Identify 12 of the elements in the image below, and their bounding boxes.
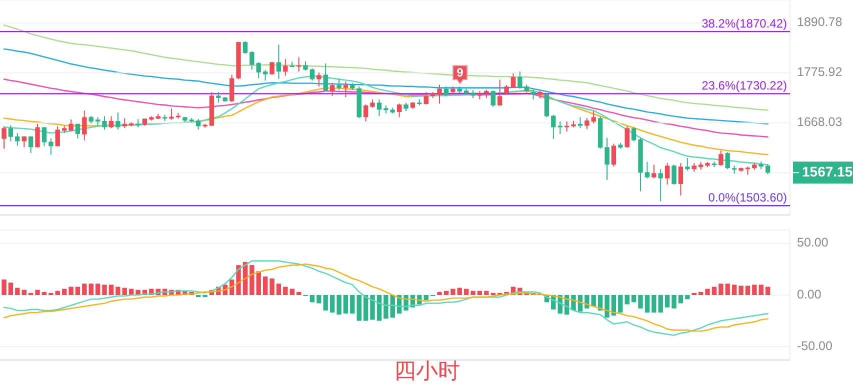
y-tick-label: 0.00 <box>797 287 822 302</box>
ref-line-label: 38.2%(1870.42) <box>702 16 787 31</box>
text: 四小时 <box>394 358 460 383</box>
y-tick-label: -50.00 <box>797 338 832 353</box>
y-tick-label: 1775.92 <box>797 65 842 80</box>
ref-line-label: 23.6%(1730.22) <box>702 78 787 93</box>
text: 1567.15 <box>802 163 853 180</box>
y-tick-label: 1890.78 <box>797 15 842 30</box>
ref-line-label: 0.0%(1503.60) <box>708 190 787 205</box>
annotation: 9 <box>456 65 464 80</box>
y-tick-label: 50.00 <box>797 236 828 250</box>
y-tick-label: 1668.03 <box>797 115 842 130</box>
